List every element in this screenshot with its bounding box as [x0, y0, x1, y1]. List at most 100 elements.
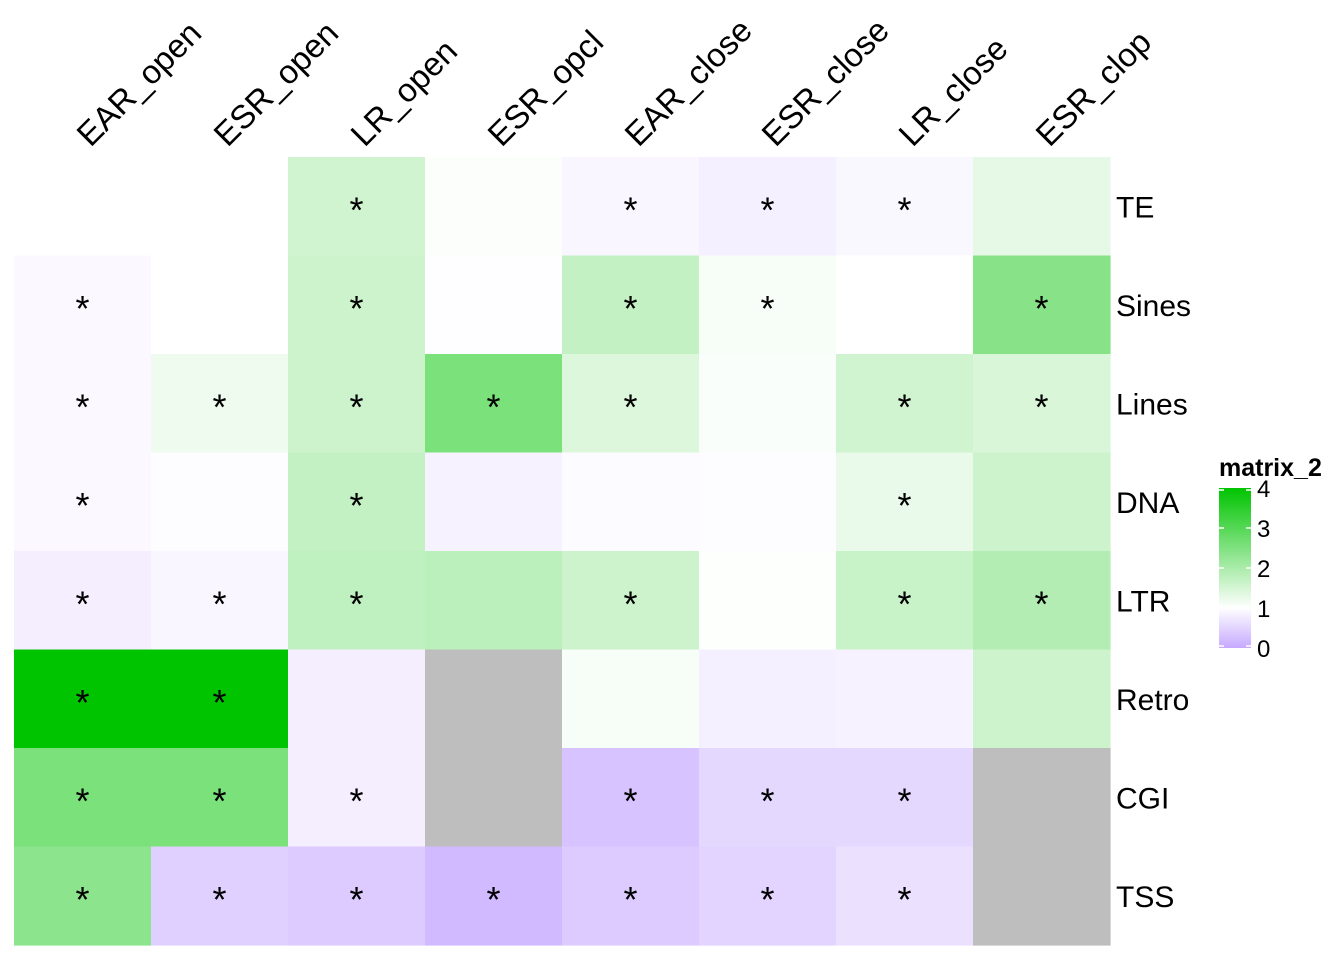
column-label: LR_close: [891, 30, 1014, 153]
heatmap-cell: [562, 551, 700, 651]
significance-star: *: [623, 583, 637, 624]
heatmap-cell: [425, 846, 563, 946]
heatmap-cell: [425, 452, 563, 552]
heatmap-cell: [836, 748, 974, 848]
heatmap-cell: [288, 452, 426, 552]
significance-star: *: [897, 780, 911, 821]
significance-star: *: [212, 682, 226, 723]
heatmap-cell: [288, 748, 426, 848]
heatmap-cell: [562, 649, 700, 749]
row-label: Retro: [1116, 684, 1189, 717]
column-label: ESR_close: [754, 11, 896, 153]
significance-star: *: [349, 288, 363, 329]
heatmap-cell: [288, 649, 426, 749]
column-label: EAR_close: [617, 11, 759, 153]
significance-star: *: [897, 189, 911, 230]
heatmap-cell: [288, 551, 426, 651]
legend-ticks: 4 3 2 1 0: [1219, 476, 1270, 663]
heatmap-cells: [14, 157, 1111, 946]
heatmap-cell: [14, 846, 152, 946]
significance-star: *: [1034, 386, 1048, 427]
heatmap-cell: [836, 551, 974, 651]
legend-tick-label: 4: [1257, 476, 1270, 503]
heatmap-cell: [973, 157, 1111, 257]
significance-star: *: [349, 386, 363, 427]
heatmap-cell: [288, 846, 426, 946]
column-label: ESR_clop: [1028, 23, 1158, 153]
heatmap-cell: [699, 551, 837, 651]
legend-tick-label: 2: [1257, 556, 1270, 583]
heatmap-cell: [14, 551, 152, 651]
heatmap-cell: [14, 649, 152, 749]
heatmap-cell: [836, 255, 974, 355]
legend-tick-label: 0: [1257, 636, 1270, 663]
significance-star: *: [212, 583, 226, 624]
significance-star: *: [623, 879, 637, 920]
significance-star: *: [1034, 288, 1048, 329]
significance-star: *: [349, 189, 363, 230]
heatmap-cell: [288, 354, 426, 454]
heatmap-cell: [699, 452, 837, 552]
legend-title: matrix_2: [1219, 454, 1322, 482]
significance-star: *: [760, 189, 774, 230]
significance-star: *: [212, 386, 226, 427]
heatmap-cell: [973, 846, 1111, 946]
significance-star: *: [349, 879, 363, 920]
heatmap-cell: [151, 452, 289, 552]
heatmap-cell: [562, 157, 700, 257]
heatmap-cell: [151, 846, 289, 946]
row-label: CGI: [1116, 782, 1169, 815]
heatmap-cell: [973, 551, 1111, 651]
heatmap-cell: [151, 748, 289, 848]
heatmap-cell: [973, 255, 1111, 355]
significance-star: *: [349, 583, 363, 624]
significance-star: *: [486, 879, 500, 920]
heatmap-cell: [151, 354, 289, 454]
heatmap-cell: [699, 157, 837, 257]
significance-star: *: [623, 780, 637, 821]
heatmap-cell: [14, 255, 152, 355]
row-label: TSS: [1116, 881, 1174, 914]
significance-star: *: [212, 879, 226, 920]
row-labels: TE Sines Lines DNA LTR Retro CGI TSS: [1116, 191, 1191, 914]
significance-star: *: [75, 485, 89, 526]
column-label: ESR_opcl: [480, 23, 610, 153]
heatmap-cell: [425, 649, 563, 749]
significance-star: *: [349, 485, 363, 526]
heatmap-cell: [699, 354, 837, 454]
heatmap-cell: [836, 354, 974, 454]
significance-star: *: [75, 879, 89, 920]
significance-star: *: [760, 879, 774, 920]
significance-star: *: [897, 386, 911, 427]
significance-star: *: [623, 288, 637, 329]
heatmap-cell: [288, 157, 426, 257]
significance-star: *: [897, 583, 911, 624]
heatmap-cell: [151, 551, 289, 651]
heatmap-cell: [562, 452, 700, 552]
heatmap-cell: [699, 649, 837, 749]
significance-star: *: [760, 288, 774, 329]
significance-star: *: [75, 682, 89, 723]
heatmap-cell: [699, 255, 837, 355]
heatmap-cell: [14, 452, 152, 552]
heatmap-cell: [836, 846, 974, 946]
column-label: EAR_open: [69, 14, 208, 153]
significance-star: *: [75, 386, 89, 427]
column-label: ESR_open: [206, 14, 345, 153]
significance-markers: * * * * * * * * * * * * * * * * * * * * * * * * * * * * * * * * * * * * * * * *: [75, 189, 1048, 920]
color-legend: matrix_2 4 3 2 1 0: [1219, 454, 1322, 663]
heatmap-cell: [836, 452, 974, 552]
row-label: TE: [1116, 191, 1154, 224]
heatmap-cell: [562, 846, 700, 946]
significance-star: *: [760, 780, 774, 821]
significance-star: *: [349, 780, 363, 821]
heatmap-cell: [836, 157, 974, 257]
heatmap-cell: [151, 157, 289, 257]
heatmap-cell: [562, 354, 700, 454]
significance-star: *: [75, 288, 89, 329]
heatmap-cell: [151, 649, 289, 749]
row-label: Lines: [1116, 388, 1188, 421]
heatmap-cell: [14, 748, 152, 848]
row-label: LTR: [1116, 585, 1170, 618]
